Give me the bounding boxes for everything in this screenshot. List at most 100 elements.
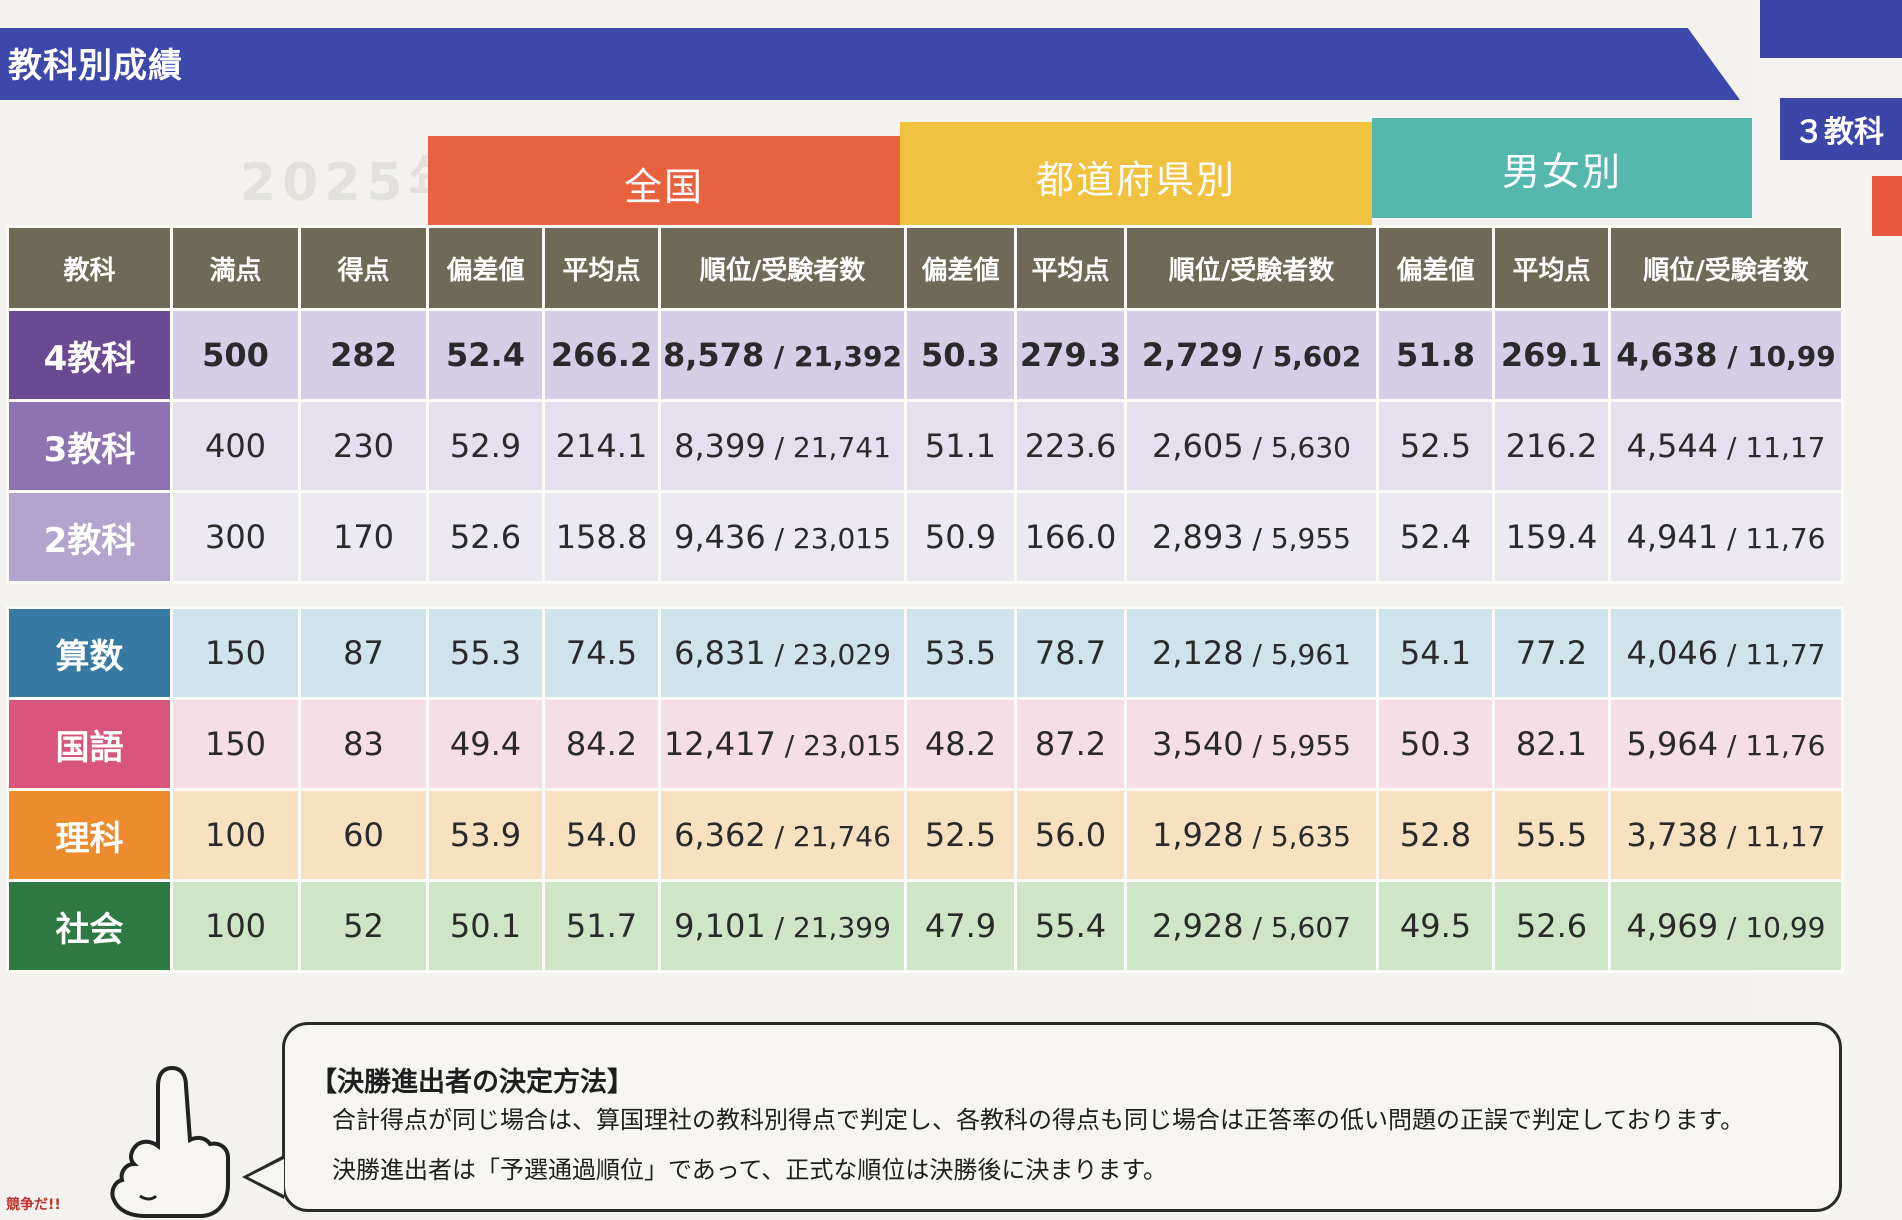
national-rank-cell: 6,831 / 23,029 xyxy=(658,606,907,700)
subject-cell: 社会 xyxy=(6,879,173,973)
gender-deviation-cell: 49.5 xyxy=(1376,879,1495,973)
gender-average-cell: 77.2 xyxy=(1492,606,1611,700)
note-line-1: 合計得点が同じ場合は、算国理社の教科別得点で判定し、各教科の得点も同じ場合は正答… xyxy=(332,1106,1745,1134)
total-value: 11,17 xyxy=(1745,820,1826,853)
prefecture-rank-cell: 1,928 / 5,635 xyxy=(1124,788,1379,882)
group-header-gender: 男女別 xyxy=(1372,118,1752,218)
gap-cell xyxy=(6,581,1844,609)
rank-value: 8,399 xyxy=(674,427,766,465)
national-rank-cell: 9,101 / 21,399 xyxy=(658,879,907,973)
prefecture-rank-cell: 2,928 / 5,607 xyxy=(1124,879,1379,973)
gender-deviation-cell: 50.3 xyxy=(1376,697,1495,791)
rank-value: 4,046 xyxy=(1626,634,1719,672)
prefecture-deviation-cell: 52.5 xyxy=(904,788,1017,882)
prefecture-rank-cell: 2,729 / 5,602 xyxy=(1124,308,1379,402)
table-row: 4教科 500 282 52.4 266.2 8,578 / 21,392 50… xyxy=(6,308,1844,402)
national-average-cell: 84.2 xyxy=(542,697,661,791)
rank-value: 3,738 xyxy=(1626,816,1719,854)
rank-value: 2,893 xyxy=(1151,518,1244,556)
prefecture-average-cell: 166.0 xyxy=(1014,490,1127,584)
gender-rank-cell: 4,046 / 11,77 xyxy=(1608,606,1844,700)
rank-value: 6,831 xyxy=(674,634,766,672)
gender-deviation-cell: 52.4 xyxy=(1376,490,1495,584)
rank-value: 9,101 xyxy=(674,907,766,945)
header-cell: 満点 xyxy=(170,225,301,311)
national-rank-cell: 8,578 / 21,392 xyxy=(658,308,907,402)
rank-value: 8,578 xyxy=(662,336,765,374)
rank-value: 5,964 xyxy=(1626,725,1719,763)
national-rank-cell: 9,436 / 23,015 xyxy=(658,490,907,584)
rank-value: 2,729 xyxy=(1141,336,1243,374)
total-value: 21,746 xyxy=(792,820,891,853)
section-title: 教科別成績 xyxy=(8,46,183,86)
total-value: 10,99 xyxy=(1747,340,1836,373)
table-row: 国語 150 83 49.4 84.2 12,417 / 23,015 48.2… xyxy=(6,697,1844,791)
section-header-bar xyxy=(0,28,1740,100)
header-cell: 偏差値 xyxy=(1376,225,1495,311)
score-cell: 170 xyxy=(298,490,429,584)
header-cell: 教科 xyxy=(6,225,173,311)
note-line-2: 決勝進出者は「予選通過順位」であって、正式な順位は決勝後に決まります。 xyxy=(332,1156,1167,1184)
table-row: 社会 100 52 50.1 51.7 9,101 / 21,399 47.9 … xyxy=(6,879,1844,973)
rank-value: 2,605 xyxy=(1151,427,1244,465)
prefecture-deviation-cell: 51.1 xyxy=(904,399,1017,493)
rank-value: 9,436 xyxy=(674,518,766,556)
gender-average-cell: 55.5 xyxy=(1492,788,1611,882)
table-header-row: 教科 満点 得点 偏差値 平均点 順位/受験者数 偏差値 平均点 順位/受験者数… xyxy=(6,225,1844,311)
prefecture-average-cell: 55.4 xyxy=(1014,879,1127,973)
right-page-label: ３教科 xyxy=(1780,98,1902,160)
prefecture-rank-cell: 2,128 / 5,961 xyxy=(1124,606,1379,700)
national-average-cell: 74.5 xyxy=(542,606,661,700)
subject-cell: 算数 xyxy=(6,606,173,700)
total-value: 23,029 xyxy=(792,638,891,671)
rank-value: 1,928 xyxy=(1151,816,1244,854)
gender-deviation-cell: 52.8 xyxy=(1376,788,1495,882)
national-average-cell: 266.2 xyxy=(542,308,661,402)
prefecture-deviation-cell: 50.9 xyxy=(904,490,1017,584)
group-header-prefecture: 都道府県別 xyxy=(900,122,1372,230)
total-value: 5,635 xyxy=(1270,820,1351,853)
national-deviation-cell: 53.9 xyxy=(426,788,545,882)
total-value: 21,741 xyxy=(792,431,891,464)
total-value: 10,99 xyxy=(1745,911,1826,944)
rank-value: 3,540 xyxy=(1151,725,1244,763)
note-callout-tail-fill xyxy=(248,1159,284,1195)
header-cell: 偏差値 xyxy=(904,225,1017,311)
prefecture-average-cell: 223.6 xyxy=(1014,399,1127,493)
table-row: 3教科 400 230 52.9 214.1 8,399 / 21,741 51… xyxy=(6,399,1844,493)
note-callout xyxy=(282,1022,1842,1212)
total-value: 21,392 xyxy=(793,340,902,373)
subject-cell: 2教科 xyxy=(6,490,173,584)
table-gap-row xyxy=(6,581,1844,609)
total-value: 5,955 xyxy=(1270,729,1351,762)
table-row: 理科 100 60 53.9 54.0 6,362 / 21,746 52.5 … xyxy=(6,788,1844,882)
table-row: 2教科 300 170 52.6 158.8 9,436 / 23,015 50… xyxy=(6,490,1844,584)
group-header-national: 全国 xyxy=(428,136,900,230)
total-value: 11,77 xyxy=(1745,638,1826,671)
score-cell: 52 xyxy=(298,879,429,973)
national-average-cell: 158.8 xyxy=(542,490,661,584)
max-score-cell: 100 xyxy=(170,788,301,882)
national-deviation-cell: 52.4 xyxy=(426,308,545,402)
max-score-cell: 400 xyxy=(170,399,301,493)
prefecture-rank-cell: 2,893 / 5,955 xyxy=(1124,490,1379,584)
total-value: 11,76 xyxy=(1745,729,1826,762)
max-score-cell: 100 xyxy=(170,879,301,973)
rank-value: 4,638 xyxy=(1616,336,1718,374)
total-value: 23,015 xyxy=(803,729,902,762)
gender-average-cell: 216.2 xyxy=(1492,399,1611,493)
gender-rank-cell: 3,738 / 11,17 xyxy=(1608,788,1844,882)
subject-cell: 国語 xyxy=(6,697,173,791)
prefecture-deviation-cell: 50.3 xyxy=(904,308,1017,402)
gender-average-cell: 52.6 xyxy=(1492,879,1611,973)
gender-rank-cell: 4,969 / 10,99 xyxy=(1608,879,1844,973)
header-cell: 平均点 xyxy=(1014,225,1127,311)
gender-average-cell: 82.1 xyxy=(1492,697,1611,791)
prefecture-average-cell: 279.3 xyxy=(1014,308,1127,402)
max-score-cell: 500 xyxy=(170,308,301,402)
national-deviation-cell: 52.6 xyxy=(426,490,545,584)
gender-deviation-cell: 51.8 xyxy=(1376,308,1495,402)
prefecture-average-cell: 87.2 xyxy=(1014,697,1127,791)
max-score-cell: 300 xyxy=(170,490,301,584)
total-value: 5,630 xyxy=(1270,431,1351,464)
